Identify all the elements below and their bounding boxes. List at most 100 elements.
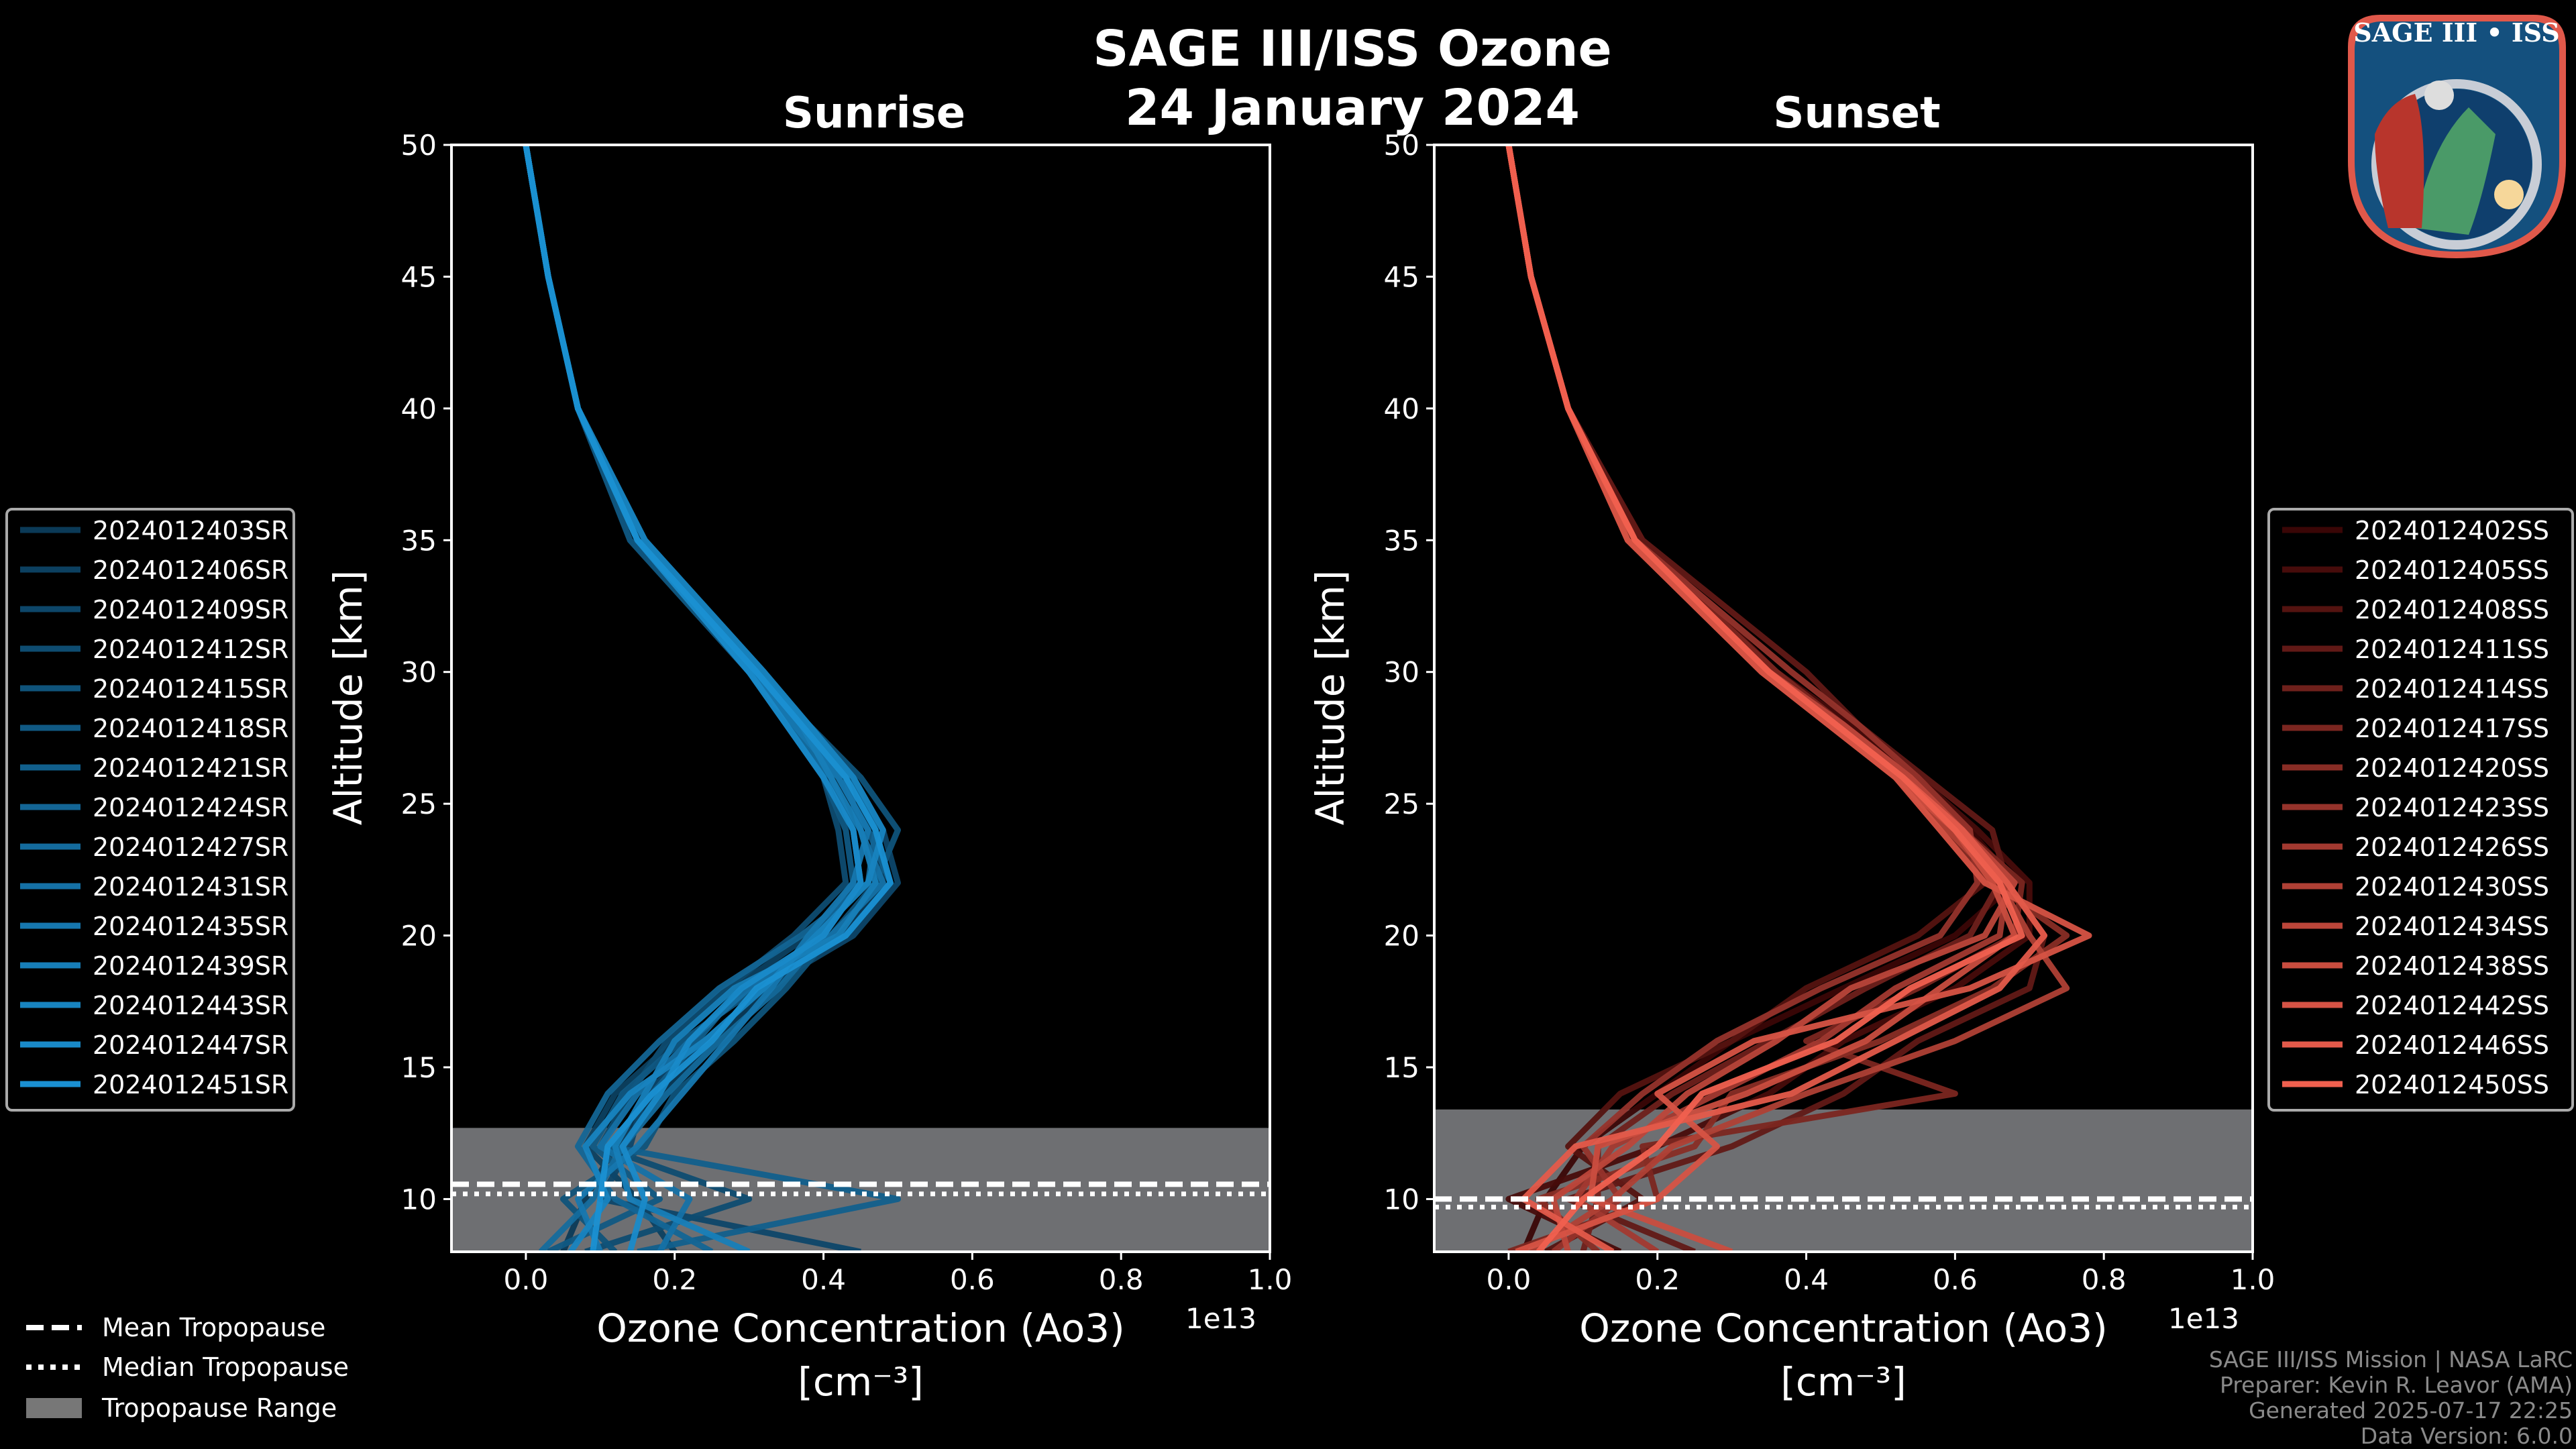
x-axis-label: Ozone Concentration (Ao3) xyxy=(596,1305,1125,1351)
y-tick-label: 25 xyxy=(401,788,437,820)
legend-entry: 2024012438SS xyxy=(2355,951,2549,981)
legend-entry: 2024012408SS xyxy=(2355,595,2549,625)
profile-line-2024012409SR xyxy=(523,145,901,1252)
logo-title: SAGE III • ISS xyxy=(2353,17,2559,48)
figure-title: SAGE III/ISS Ozone xyxy=(1093,20,1612,78)
y-tick-label: 10 xyxy=(1384,1183,1419,1216)
profile-line-2024012427SR xyxy=(523,145,864,1252)
profile-line-2024012451SR xyxy=(523,145,894,1252)
credit-mission: SAGE III/ISS Mission | NASA LaRC xyxy=(2209,1346,2573,1373)
legend-entry: 2024012417SS xyxy=(2355,714,2549,743)
y-tick-label: 50 xyxy=(401,129,437,162)
legend-entry: 2024012435SR xyxy=(93,912,288,941)
figure-date: 24 January 2024 xyxy=(1125,79,1580,137)
legend-entry: 2024012418SR xyxy=(93,714,288,743)
legend-entry: 2024012411SS xyxy=(2355,635,2549,664)
legend-entry: 2024012406SR xyxy=(93,555,288,585)
x-tick-label: 0.8 xyxy=(1099,1263,1144,1296)
legend-entry: 2024012423SS xyxy=(2355,793,2549,822)
legend-mean-tropopause: Mean Tropopause xyxy=(102,1313,325,1342)
axes-frame xyxy=(450,144,1271,1253)
profile-line-2024012420SS xyxy=(1505,145,2070,1252)
profile-line-2024012450SS xyxy=(1505,145,2025,1252)
legend-entry: 2024012451SR xyxy=(93,1070,288,1099)
x-axis-label: Ozone Concentration (Ao3) xyxy=(1579,1305,2108,1351)
x-tick-label: 0.0 xyxy=(504,1263,549,1296)
axes-frame xyxy=(1433,144,2254,1253)
y-tick-label: 30 xyxy=(401,656,437,689)
x-tick-label: 0.4 xyxy=(801,1263,846,1296)
legend-entry: 2024012450SS xyxy=(2355,1070,2549,1099)
bottom-legend: Mean Tropopause Median Tropopause Tropop… xyxy=(26,1313,349,1423)
plot-sunset: 10 15 20 25 30 35 40 45 50 0.0 0.2 0.4 0.6 0.8 1.0 Suns… xyxy=(1307,89,2574,1405)
y-tick-label: 15 xyxy=(401,1051,437,1084)
legend-entry: 2024012430SS xyxy=(2355,872,2549,902)
y-tick-label: 50 xyxy=(1384,129,1419,162)
subplot-title: Sunrise xyxy=(783,89,965,138)
legend-entry: 2024012439SR xyxy=(93,951,288,981)
profile-line-2024012423SS xyxy=(1505,145,1981,1252)
legend-entry: 2024012446SS xyxy=(2355,1030,2549,1060)
legend-entry: 2024012405SS xyxy=(2355,555,2549,585)
legend-tropopause-range: Tropopause Range xyxy=(101,1393,337,1423)
x-tick-label: 0.6 xyxy=(1933,1263,1978,1296)
x-axis-unit: [cm⁻³] xyxy=(1780,1359,1907,1405)
y-tick-label: 20 xyxy=(1384,920,1419,953)
credit-data-version: Data Version: 6.0.0 xyxy=(2361,1423,2573,1449)
y-tick-label: 35 xyxy=(401,524,437,557)
y-tick-label: 45 xyxy=(1384,260,1419,293)
y-tick-label: 15 xyxy=(1384,1051,1419,1084)
mission-logo: SAGE III • ISS xyxy=(2348,15,2566,258)
subplot-title: Sunset xyxy=(1773,89,1940,138)
y-axis-label: Altitude [km] xyxy=(1307,570,1353,825)
legend-entry: 2024012431SR xyxy=(93,872,288,902)
legend-entry: 2024012447SR xyxy=(93,1030,288,1060)
legend-entry: 2024012427SR xyxy=(93,833,288,862)
plot-sunrise: 10 15 20 25 30 35 40 45 50 0.0 0.2 0.4 0.6 0.8 1.0 Sunr… xyxy=(5,89,1293,1405)
profile-line-2024012403SR xyxy=(523,145,886,1252)
legend-entry: 2024012442SS xyxy=(2355,991,2549,1020)
legend-entry: 2024012409SR xyxy=(93,595,288,625)
profile-line-2024012424SR xyxy=(523,145,879,1252)
y-tick-label: 10 xyxy=(401,1183,437,1216)
y-tick-label: 25 xyxy=(1384,788,1419,820)
x-tick-label: 0.2 xyxy=(1635,1263,1680,1296)
legend-entry: 2024012420SS xyxy=(2355,753,2549,783)
y-axis-label: Altitude [km] xyxy=(325,570,371,825)
profile-line-2024012430SS xyxy=(1505,145,2070,1252)
credit-preparer: Preparer: Kevin R. Leavor (AMA) xyxy=(2220,1372,2573,1398)
plot-area xyxy=(1434,145,2253,1252)
x-tick-label: 0.2 xyxy=(652,1263,697,1296)
y-tick-label: 40 xyxy=(401,392,437,425)
profile-line-2024012447SR xyxy=(523,145,864,1252)
legend-entry: 2024012415SR xyxy=(93,674,288,704)
x-tick-label: 0.8 xyxy=(2082,1263,2127,1296)
legend-median-tropopause: Median Tropopause xyxy=(102,1352,349,1382)
legend-entry: 2024012421SR xyxy=(93,753,288,783)
profile-line-2024012435SR xyxy=(523,145,871,1252)
y-tick-label: 35 xyxy=(1384,524,1419,557)
x-tick-label: 1.0 xyxy=(1248,1263,1293,1296)
legend-entry: 2024012414SS xyxy=(2355,674,2549,704)
tropopause-range-swatch xyxy=(26,1398,82,1418)
x-axis-unit: [cm⁻³] xyxy=(798,1359,924,1405)
plot-area xyxy=(451,145,1270,1252)
legend-entry: 2024012434SS xyxy=(2355,912,2549,941)
legend-entry: 2024012424SR xyxy=(93,793,288,822)
credits: SAGE III/ISS Mission | NASA LaRC Prepare… xyxy=(2209,1346,2573,1449)
legend-entry: 2024012402SS xyxy=(2355,516,2549,545)
x-offset-label: 1e13 xyxy=(2168,1302,2239,1335)
legend-frame xyxy=(2267,508,2574,1112)
profile-line-2024012431SR xyxy=(523,145,886,1252)
legend-entry: 2024012426SS xyxy=(2355,833,2549,862)
legend-entry: 2024012443SR xyxy=(93,991,288,1020)
legend-entry: 2024012412SR xyxy=(93,635,288,664)
x-tick-label: 0.4 xyxy=(1784,1263,1829,1296)
profile-line-2024012421SR xyxy=(523,145,901,1252)
y-tick-label: 30 xyxy=(1384,656,1419,689)
profile-line-2024012443SR xyxy=(523,145,886,1252)
series-legend: 2024012403SR 2024012406SR 2024012409SR 2024… xyxy=(5,508,295,1112)
profile-line-2024012439SR xyxy=(523,145,879,1252)
credit-generated: Generated 2025-07-17 22:25 xyxy=(2249,1397,2573,1424)
